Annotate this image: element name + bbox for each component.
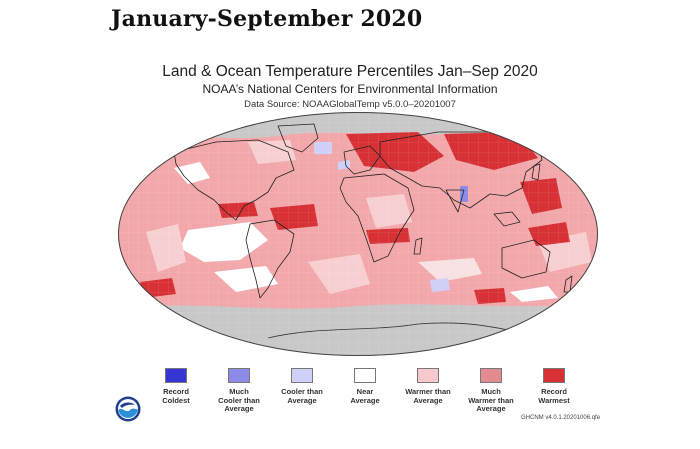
legend-swatch: [480, 368, 502, 383]
legend-item-near-average: Near Average: [330, 368, 400, 405]
legend-item-much-cooler: Much Cooler than Average: [204, 368, 274, 414]
legend-label: Record Warmest: [538, 387, 570, 405]
legend-item-much-warmer: Much Warmer than Average: [456, 368, 526, 414]
map-title: Land & Ocean Temperature Percentiles Jan…: [162, 63, 538, 80]
map-data-source: Data Source: NOAAGlobalTemp v5.0.0–20201…: [244, 99, 456, 110]
legend-item-record-warmest: Record Warmest: [519, 368, 589, 405]
legend-label: Much Cooler than Average: [218, 387, 260, 413]
legend-swatch: [417, 368, 439, 383]
legend-item-cooler: Cooler than Average: [267, 368, 337, 405]
map-subtitle: NOAA’s National Centers for Environmenta…: [202, 82, 498, 96]
legend-label: Record Coldest: [162, 387, 190, 405]
noaa-logo-icon: [115, 396, 141, 422]
legend-swatch: [228, 368, 250, 383]
legend-swatch: [291, 368, 313, 383]
version-stamp: GHCNM v4.0.1.20201006.qfe: [521, 415, 601, 421]
world-temperature-map: [118, 112, 598, 356]
legend-label: Much Warmer than Average: [468, 387, 514, 413]
page-headline: January-September 2020: [111, 6, 423, 32]
legend-label: Warmer than Average: [405, 387, 451, 405]
legend-swatch: [165, 368, 187, 383]
legend-item-record-coldest: Record Coldest: [141, 368, 211, 405]
legend-swatch: [354, 368, 376, 383]
legend-item-warmer: Warmer than Average: [393, 368, 463, 405]
legend-label: Near Average: [350, 387, 380, 405]
legend-swatch: [543, 368, 565, 383]
legend-label: Cooler than Average: [281, 387, 323, 405]
